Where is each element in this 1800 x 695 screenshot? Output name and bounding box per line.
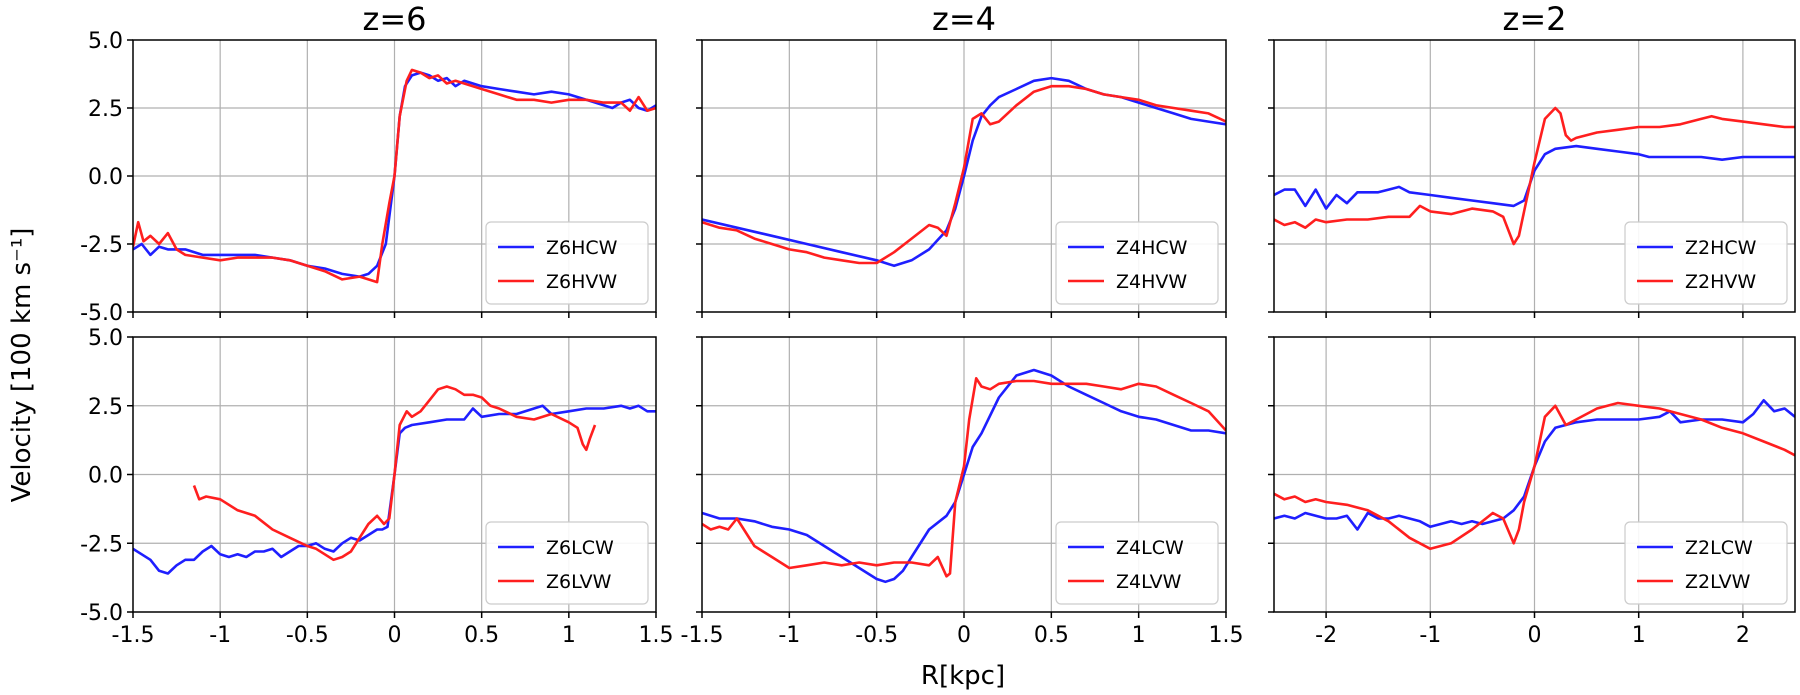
y-tick-label: 5.0 <box>88 29 123 54</box>
legend: Z2LCW Z2LVW <box>1624 521 1788 605</box>
legend-label: Z2LCW <box>1685 537 1753 559</box>
x-tick-label: 2 <box>1736 623 1750 648</box>
series-line-Z4HCW <box>702 76 1226 268</box>
x-axis-label: R[kpc] <box>921 661 1005 691</box>
y-tick-label: -2.5 <box>80 532 123 557</box>
panel-z2-bottom: -2 -1 0 1 2 Z2LCW Z2LVW <box>1268 336 1796 648</box>
x-tick-label: -1 <box>778 623 800 648</box>
legend-label: Z4HCW <box>1116 237 1188 259</box>
x-tick-label: -2 <box>1315 623 1337 648</box>
legend-label: Z6LCW <box>546 537 614 559</box>
x-tick-label: -1.5 <box>681 623 724 648</box>
panel-z2-top: z=2 Z2HCW Z2HVW <box>1268 0 1796 318</box>
y-tick-label: 0.0 <box>88 165 123 190</box>
series-line-Z6LVW <box>192 385 597 562</box>
series-line-Z4HVW <box>702 84 1226 265</box>
x-tick-label: 1 <box>1132 623 1146 648</box>
legend-box <box>1055 221 1219 305</box>
legend-label: Z6LVW <box>546 571 612 593</box>
x-tick-label: 1 <box>1632 623 1646 648</box>
y-tick-label: 2.5 <box>88 97 123 122</box>
legend: Z2HCW Z2HVW <box>1624 221 1788 305</box>
y-tick-label: -5.0 <box>80 601 123 626</box>
x-tick-label: -0.5 <box>855 623 898 648</box>
series-line-Z2HCW <box>1274 144 1795 210</box>
y-tick-label: 0.0 <box>88 464 123 489</box>
y-tick-label: -5.0 <box>80 301 123 326</box>
series-line-Z2LVW <box>1274 401 1795 551</box>
legend-label: Z2LVW <box>1685 571 1751 593</box>
panel-z4-bottom: -1.5 -1 -0.5 0 0.5 1 1.5 Z4LCW Z4LVW <box>681 336 1244 648</box>
x-tick-label: -1.5 <box>112 623 155 648</box>
panel-z6-top: -5.0 -2.5 0.0 2.5 5.0 z=6 Z6HCW Z6HVW <box>80 0 657 326</box>
x-tick-label: 1 <box>562 623 576 648</box>
legend-box <box>485 221 649 305</box>
legend-box <box>1624 521 1788 605</box>
panel-z6-bottom: -5.0 -2.5 0.0 2.5 5.0 -1.5 -1 -0.5 0 0.5 1 1.5 Z6LCW… <box>80 326 673 648</box>
legend: Z6LCW Z6LVW <box>485 521 649 605</box>
y-tick-label: 5.0 <box>88 326 123 351</box>
series-line-Z2HVW <box>1274 106 1795 246</box>
legend-box <box>1624 221 1788 305</box>
x-tick-label: -1 <box>209 623 231 648</box>
x-tick-label: 0.5 <box>464 623 499 648</box>
legend-label: Z4LCW <box>1116 537 1184 559</box>
legend-label: Z2HCW <box>1685 237 1757 259</box>
panel-title: z=6 <box>363 0 427 38</box>
legend-label: Z2HVW <box>1685 271 1756 293</box>
legend-label: Z6HCW <box>546 237 618 259</box>
series-line-Z4LVW <box>702 376 1226 578</box>
panel-z4-top: z=4 Z4HCW Z4HVW <box>696 0 1227 318</box>
legend-label: Z4LVW <box>1116 571 1182 593</box>
panel-title: z=2 <box>1503 0 1567 38</box>
legend-label: Z4HVW <box>1116 271 1187 293</box>
x-tick-label: -0.5 <box>286 623 329 648</box>
legend-label: Z6HVW <box>546 271 617 293</box>
y-tick-label: -2.5 <box>80 233 123 258</box>
x-tick-label: -1 <box>1419 623 1441 648</box>
x-tick-label: 0 <box>957 623 971 648</box>
legend: Z4HCW Z4HVW <box>1055 221 1219 305</box>
x-tick-label: 0 <box>1528 623 1542 648</box>
x-tick-label: 0.5 <box>1034 623 1069 648</box>
x-tick-label: 0 <box>388 623 402 648</box>
y-tick-label: 2.5 <box>88 395 123 420</box>
y-axis-label: Velocity [100 km s⁻¹] <box>7 228 37 503</box>
legend-box <box>1055 521 1219 605</box>
legend: Z4LCW Z4LVW <box>1055 521 1219 605</box>
x-tick-label: 1.5 <box>639 623 674 648</box>
panel-title: z=4 <box>932 0 996 38</box>
series-line-Z6HVW <box>133 68 656 284</box>
series-line-Z6LCW <box>133 404 656 575</box>
x-tick-label: 1.5 <box>1209 623 1244 648</box>
legend-box <box>485 521 649 605</box>
legend: Z6HCW Z6HVW <box>485 221 649 305</box>
